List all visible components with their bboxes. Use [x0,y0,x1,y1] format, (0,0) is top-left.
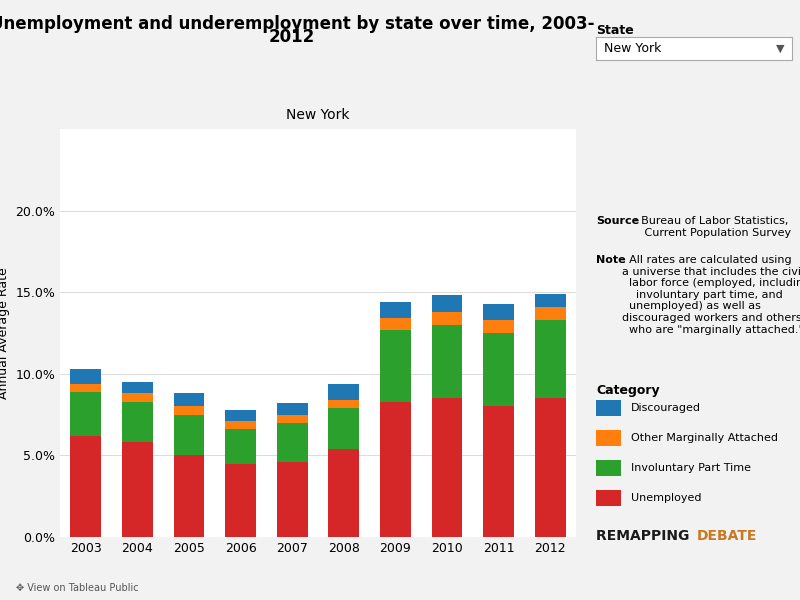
Text: DEBATE: DEBATE [697,529,757,543]
Bar [483,304,514,320]
Bar [534,398,566,537]
Bar [277,423,308,462]
Bar [174,415,205,455]
Bar [122,401,153,442]
Y-axis label: Annual Average Rate: Annual Average Rate [0,267,10,399]
Bar [122,442,153,537]
Bar [483,320,514,333]
Bar [174,455,205,537]
Text: Source: Source [596,216,639,226]
FancyBboxPatch shape [596,430,622,446]
Bar [225,410,256,421]
Text: : Bureau of Labor Statistics,
   Current Population Survey: : Bureau of Labor Statistics, Current Po… [634,216,791,238]
Bar [70,383,102,392]
Bar [380,401,411,537]
Bar [328,449,359,537]
Text: REMAPPING: REMAPPING [596,529,694,543]
Text: Involuntary Part Time: Involuntary Part Time [631,463,751,473]
Bar [380,330,411,401]
Text: New York: New York [604,42,662,55]
Text: State: State [596,24,634,37]
FancyBboxPatch shape [596,400,622,416]
Bar [483,406,514,537]
Bar [431,325,462,398]
Text: ▼: ▼ [776,44,784,53]
Text: : All rates are calculated using
a universe that includes the civilian
  labor f: : All rates are calculated using a unive… [622,255,800,335]
Text: New York: New York [286,107,350,122]
Bar [225,421,256,429]
Text: Other Marginally Attached: Other Marginally Attached [631,433,778,443]
Text: 2012: 2012 [269,28,315,46]
Bar [70,392,102,436]
FancyBboxPatch shape [596,460,622,476]
Text: Discouraged: Discouraged [631,403,702,413]
Bar [431,295,462,312]
Bar [225,464,256,537]
Bar [328,400,359,408]
Text: Unemployment and underemployment by state over time, 2003-: Unemployment and underemployment by stat… [0,15,594,33]
Bar [122,382,153,394]
Bar [225,429,256,464]
Bar [174,406,205,415]
Text: Note: Note [596,255,626,265]
Bar [534,294,566,307]
Bar [70,369,102,383]
Bar [431,312,462,325]
FancyBboxPatch shape [596,490,622,506]
Bar [277,415,308,423]
Text: Unemployed: Unemployed [631,493,702,503]
Bar [431,398,462,537]
Text: Category: Category [596,384,660,397]
Bar [380,319,411,330]
Bar [70,436,102,537]
Bar [174,394,205,406]
Bar [380,302,411,319]
Bar [534,320,566,398]
Bar [534,307,566,320]
Bar [122,394,153,401]
Bar [483,333,514,406]
Bar [328,383,359,400]
Text: ✥ View on Tableau Public: ✥ View on Tableau Public [16,583,138,593]
Bar [277,462,308,537]
Bar [277,403,308,415]
Bar [328,408,359,449]
